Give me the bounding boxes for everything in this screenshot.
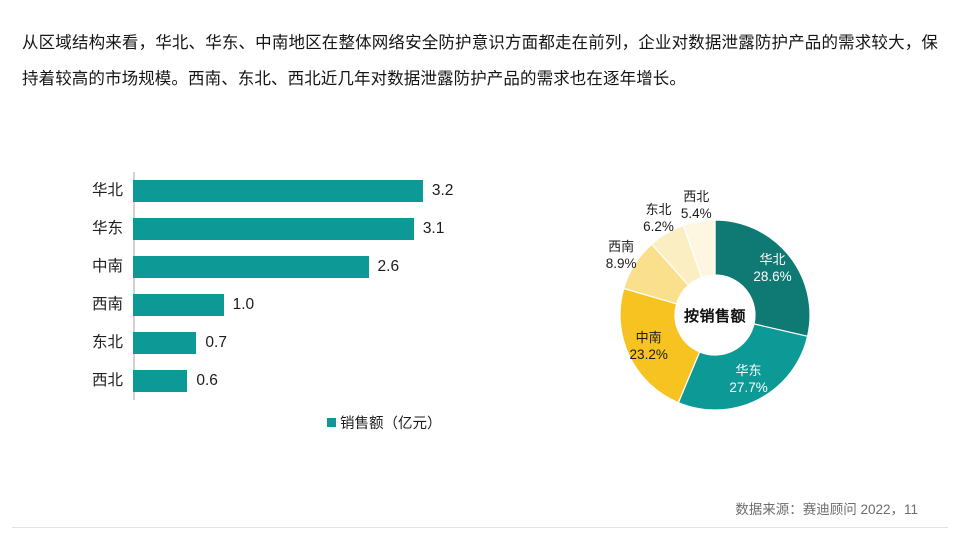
bar-fill xyxy=(133,218,414,240)
body-paragraph: 从区域结构来看，华北、华东、中南地区在整体网络安全防护意识方面都走在前列，企业对… xyxy=(22,33,938,88)
bar-track: 3.1 xyxy=(133,210,485,248)
bar-track: 0.7 xyxy=(133,324,485,362)
bar-row: 西北 0.6 xyxy=(55,362,485,400)
data-source-note: 数据来源：赛迪顾问 2022，11 xyxy=(735,502,918,517)
bar-value-label: 0.7 xyxy=(205,334,227,351)
sales-share-donut-chart: 按销售额 华北 28.6% 华东 27.7% 中南 23.2% 西南 8.9% 东北 6.2% 西北… xyxy=(590,189,840,440)
bar-category-label: 东北 xyxy=(91,334,123,351)
bar-category-label: 中南 xyxy=(91,258,123,275)
bar-row: 华东 3.1 xyxy=(55,210,485,248)
bar-fill xyxy=(133,294,224,316)
bar-fill xyxy=(133,332,197,354)
bar-value-label: 3.2 xyxy=(431,182,454,199)
donut-slice xyxy=(714,219,811,338)
legend-label-sales: 销售额（亿元） xyxy=(340,416,442,432)
bar-row: 东北 0.7 xyxy=(55,324,485,362)
bar-fill xyxy=(133,370,188,392)
bar-plot-area: 华北 3.2 华东 3.1 中南 2.6 西南 1.0 东北 0.7 西北 0.6 xyxy=(55,172,485,400)
bar-row: 中南 2.6 xyxy=(55,248,485,286)
bar-track: 3.2 xyxy=(133,172,485,210)
bar-fill xyxy=(133,180,423,202)
regional-sales-bar-chart: 华北 3.2 华东 3.1 中南 2.6 西南 1.0 东北 0.7 西北 0.6 销售额（亿元） xyxy=(55,172,485,437)
bar-track: 0.6 xyxy=(133,362,485,400)
bar-value-label: 3.1 xyxy=(422,220,445,237)
bar-category-label: 西南 xyxy=(91,296,123,313)
donut-slice xyxy=(619,287,701,404)
bar-value-label: 2.6 xyxy=(377,258,400,275)
footer-divider xyxy=(12,527,948,528)
bar-fill xyxy=(133,256,369,278)
bar-value-label: 0.6 xyxy=(196,372,218,389)
donut-slice xyxy=(682,219,716,279)
bar-category-label: 华北 xyxy=(91,182,123,199)
bar-row: 西南 1.0 xyxy=(55,286,485,324)
bar-track: 1.0 xyxy=(133,286,485,324)
donut-svg xyxy=(619,219,811,411)
bar-category-axis-line xyxy=(133,172,135,400)
legend-swatch-sales xyxy=(327,418,336,427)
bar-track: 2.6 xyxy=(133,248,485,286)
bar-category-label: 华东 xyxy=(91,220,123,237)
bar-row: 华北 3.2 xyxy=(55,172,485,210)
bar-chart-legend: 销售额（亿元） xyxy=(327,412,442,433)
bar-value-label: 1.0 xyxy=(232,296,255,313)
donut-slice xyxy=(677,323,809,411)
bar-category-label: 西北 xyxy=(91,372,123,389)
